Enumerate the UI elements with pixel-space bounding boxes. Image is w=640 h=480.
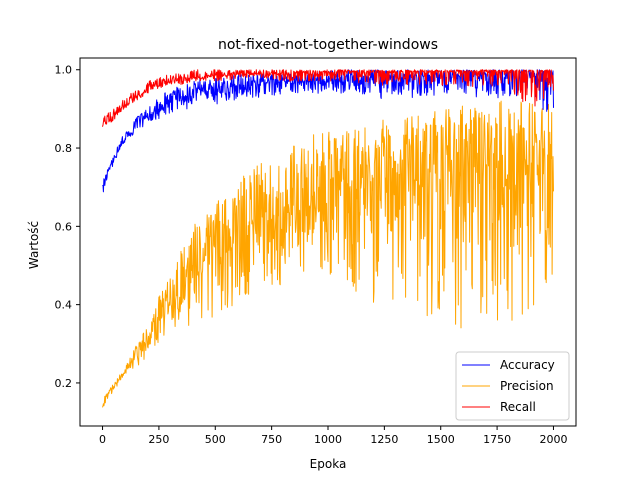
y-axis-label: Wartość (27, 221, 41, 269)
legend-box (455, 351, 570, 421)
legend: Accuracy Precision Recall (455, 351, 570, 421)
y-tick-label: 1.0 (55, 64, 73, 77)
legend-label-accuracy: Accuracy (500, 358, 555, 372)
y-tick-label: 0.2 (55, 377, 73, 390)
plot-series (102, 69, 554, 408)
legend-label-recall: Recall (500, 400, 536, 414)
x-tick-label: 0 (99, 433, 106, 446)
x-tick-label: 1750 (483, 433, 511, 446)
chart-title: not-fixed-not-together-windows (218, 37, 438, 53)
series-line-precision (102, 100, 554, 408)
series-line-recall (102, 69, 554, 127)
series-line-accuracy (102, 69, 554, 193)
x-tick-label: 250 (148, 433, 169, 446)
x-tick-label: 500 (205, 433, 226, 446)
x-tick-label: 1250 (370, 433, 398, 446)
y-axis-ticks: 0.2 0.4 0.6 0.8 1.0 (55, 64, 80, 390)
y-tick-label: 0.4 (55, 299, 73, 312)
y-tick-label: 0.6 (55, 220, 73, 233)
x-axis-label: Epoka (310, 457, 347, 471)
x-tick-label: 1000 (314, 433, 342, 446)
x-tick-label: 1500 (427, 433, 455, 446)
x-axis-ticks: 0 250 500 750 1000 1250 1500 1750 2000 (99, 426, 567, 446)
legend-label-precision: Precision (500, 379, 554, 393)
x-tick-label: 750 (261, 433, 282, 446)
x-tick-label: 2000 (539, 433, 567, 446)
y-tick-label: 0.8 (55, 142, 73, 155)
